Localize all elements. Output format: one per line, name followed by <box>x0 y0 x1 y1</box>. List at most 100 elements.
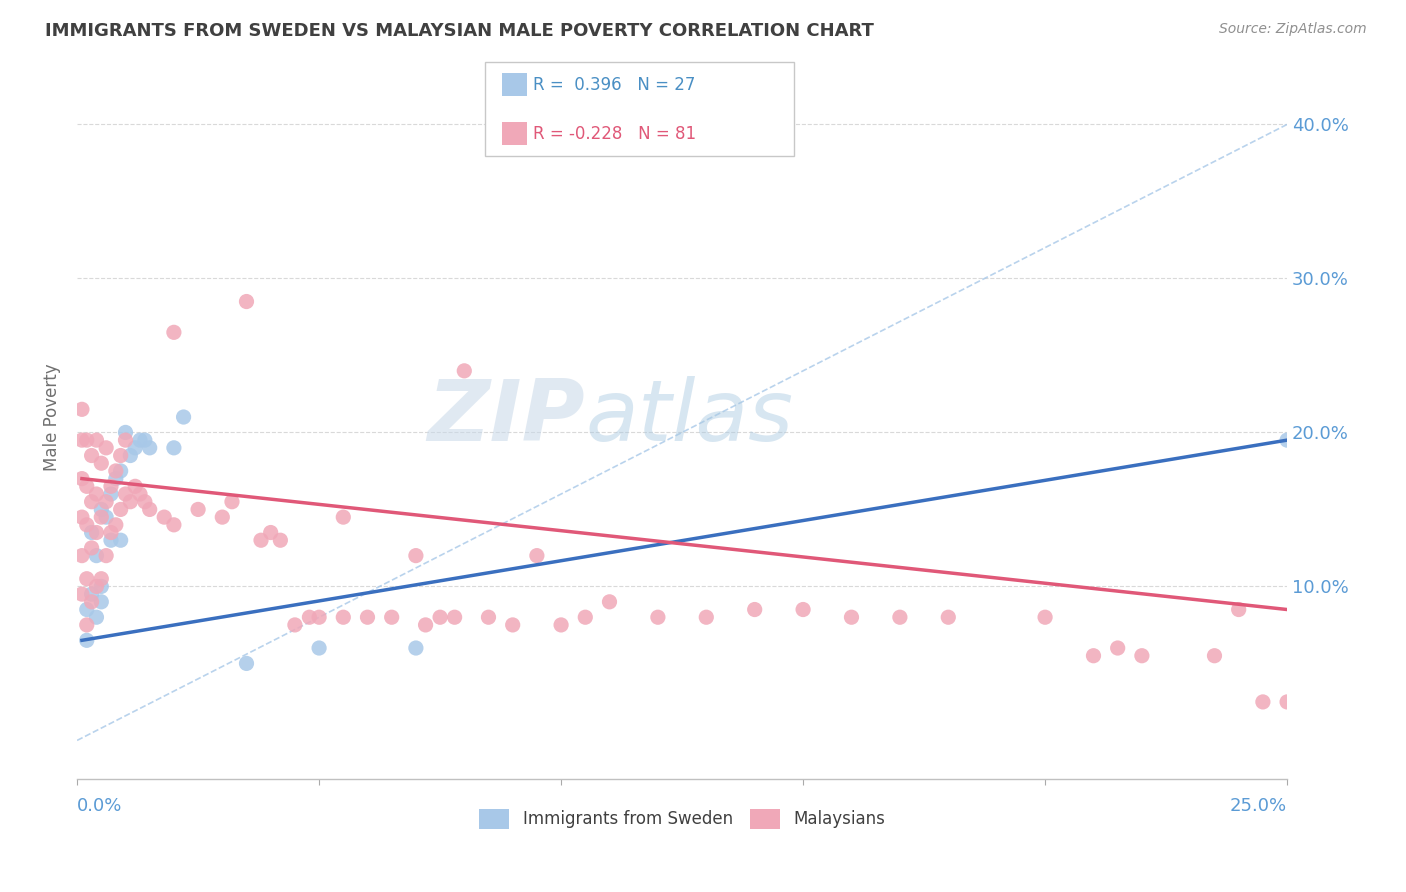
Text: ZIP: ZIP <box>427 376 585 458</box>
Point <box>100 533 122 548</box>
Point <box>695 610 717 624</box>
Point <box>100 487 122 501</box>
Point <box>90 456 112 470</box>
Point <box>453 364 475 378</box>
Point <box>86 525 108 540</box>
Text: 0.0%: 0.0% <box>77 797 122 815</box>
Point <box>90 510 112 524</box>
Point <box>110 533 132 548</box>
Point <box>120 449 142 463</box>
Point <box>260 525 283 540</box>
Point <box>138 502 160 516</box>
Point <box>1251 695 1274 709</box>
Point <box>129 487 152 501</box>
Point <box>550 618 572 632</box>
Point <box>1275 433 1298 447</box>
Point <box>94 510 117 524</box>
Point <box>1107 640 1129 655</box>
Point <box>415 618 437 632</box>
Point <box>744 602 766 616</box>
Point <box>1083 648 1105 663</box>
Point <box>124 441 146 455</box>
Point <box>598 595 620 609</box>
Point <box>211 510 233 524</box>
Point <box>70 587 93 601</box>
Point <box>90 595 112 609</box>
Point <box>76 433 98 447</box>
Point <box>1275 695 1298 709</box>
Point <box>1227 602 1250 616</box>
Point <box>76 572 98 586</box>
Point <box>80 595 103 609</box>
Text: atlas: atlas <box>585 376 793 458</box>
Point <box>235 294 257 309</box>
Point <box>526 549 548 563</box>
Point <box>110 502 132 516</box>
Point <box>114 433 136 447</box>
Point <box>70 433 93 447</box>
Point <box>124 479 146 493</box>
Point <box>104 517 127 532</box>
Point <box>332 510 354 524</box>
Point <box>250 533 273 548</box>
Point <box>86 433 108 447</box>
Point <box>405 640 427 655</box>
Point <box>429 610 451 624</box>
Point <box>114 487 136 501</box>
Point <box>138 441 160 455</box>
Point <box>235 657 257 671</box>
Text: IMMIGRANTS FROM SWEDEN VS MALAYSIAN MALE POVERTY CORRELATION CHART: IMMIGRANTS FROM SWEDEN VS MALAYSIAN MALE… <box>45 22 875 40</box>
Point <box>90 572 112 586</box>
Point <box>381 610 404 624</box>
Point <box>104 464 127 478</box>
Point <box>163 441 186 455</box>
Point <box>792 602 814 616</box>
Point <box>308 610 330 624</box>
Point <box>134 433 156 447</box>
Point <box>86 610 108 624</box>
Point <box>134 494 156 508</box>
Y-axis label: Male Poverty: Male Poverty <box>44 363 60 471</box>
Point <box>269 533 291 548</box>
Point <box>86 487 108 501</box>
Point <box>70 549 93 563</box>
Point <box>443 610 465 624</box>
Point <box>110 449 132 463</box>
Point <box>110 464 132 478</box>
Point <box>1204 648 1226 663</box>
Point <box>308 640 330 655</box>
Point <box>90 502 112 516</box>
Point <box>90 579 112 593</box>
Point <box>332 610 354 624</box>
Point <box>86 579 108 593</box>
Text: Source: ZipAtlas.com: Source: ZipAtlas.com <box>1219 22 1367 37</box>
Text: R =  0.396   N = 27: R = 0.396 N = 27 <box>533 76 695 94</box>
Point <box>477 610 499 624</box>
Point <box>889 610 911 624</box>
Point <box>298 610 321 624</box>
Point <box>94 494 117 508</box>
Point <box>80 541 103 555</box>
Point <box>153 510 176 524</box>
Point <box>80 494 103 508</box>
Point <box>405 549 427 563</box>
Point <box>936 610 959 624</box>
Point <box>104 472 127 486</box>
Point <box>86 549 108 563</box>
Point <box>129 433 152 447</box>
Point <box>114 425 136 440</box>
Point <box>1130 648 1153 663</box>
Point <box>163 326 186 340</box>
Point <box>574 610 596 624</box>
Point <box>356 610 378 624</box>
Point <box>70 402 93 417</box>
Point <box>841 610 863 624</box>
Point <box>76 479 98 493</box>
Point <box>76 517 98 532</box>
Point <box>70 510 93 524</box>
Point <box>76 602 98 616</box>
Text: 25.0%: 25.0% <box>1230 797 1286 815</box>
Point <box>80 587 103 601</box>
Point <box>187 502 209 516</box>
Point <box>100 479 122 493</box>
